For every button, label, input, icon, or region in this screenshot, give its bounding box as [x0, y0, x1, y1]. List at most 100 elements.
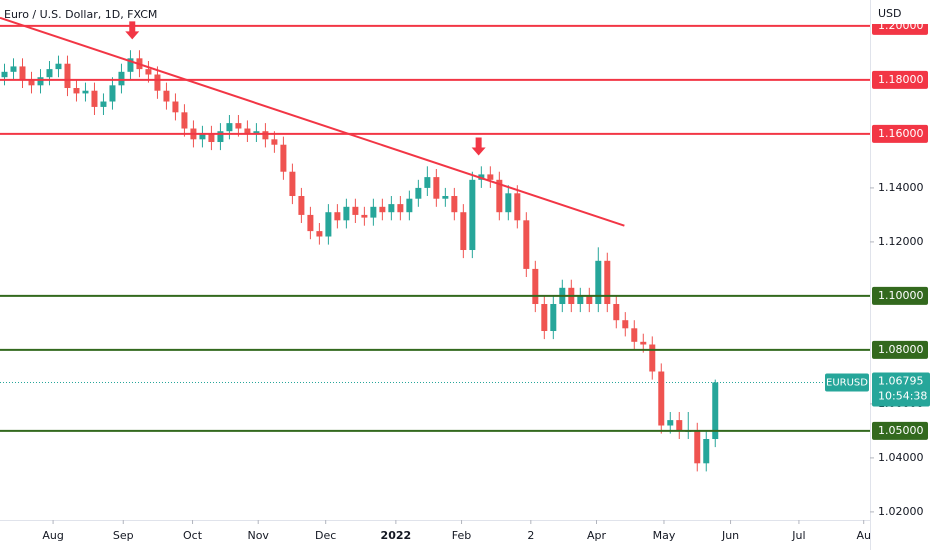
candle-body	[109, 85, 116, 102]
x-tick-label: Aug	[42, 529, 63, 542]
candle-body	[622, 320, 629, 329]
candle-body	[163, 90, 170, 102]
candle-body	[217, 131, 224, 143]
x-tick-label: Oct	[183, 529, 203, 542]
candle-body	[199, 133, 206, 140]
level-label: 1.18000	[878, 73, 924, 86]
candle-body	[532, 268, 539, 305]
candle-body	[271, 139, 278, 145]
last-price-label: 1.06795	[878, 374, 924, 387]
candle-body	[658, 371, 665, 426]
candle-body	[334, 212, 341, 221]
candle-body	[586, 295, 593, 305]
candle-body	[73, 88, 80, 94]
y-tick-label: 1.04000	[878, 451, 924, 464]
currency-box	[871, 0, 932, 24]
candle-body	[10, 66, 17, 72]
candle-body	[541, 304, 548, 332]
candle-body	[181, 112, 188, 129]
candle-body	[244, 128, 251, 134]
candle-body	[595, 260, 602, 305]
last-price-box	[872, 372, 930, 407]
candle-body	[397, 204, 404, 213]
x-tick-label: 2022	[381, 529, 412, 542]
x-tick-label: Jun	[721, 529, 739, 542]
candle-body	[703, 439, 710, 464]
candle-body	[604, 260, 611, 305]
candle-body	[370, 206, 377, 218]
symbol-label-box	[825, 373, 869, 392]
x-tick-label: Dec	[315, 529, 336, 542]
candle-body	[676, 420, 683, 431]
candle-body	[343, 206, 350, 221]
x-tick-label: Sep	[113, 529, 134, 542]
candle-body	[118, 71, 125, 86]
candle-body	[505, 193, 512, 213]
candle-body	[19, 66, 26, 80]
x-tick-label: Au	[856, 529, 871, 542]
candle-body	[316, 231, 323, 237]
level-label: 1.10000	[878, 289, 924, 302]
symbol-label: EURUSD	[826, 377, 868, 388]
candle-body	[712, 382, 719, 440]
candle-body	[523, 220, 530, 269]
level-label-box	[872, 421, 928, 440]
level-label-box	[872, 286, 928, 305]
candle-body	[82, 90, 89, 94]
candle-body	[388, 204, 395, 213]
candle-body	[406, 198, 413, 213]
candle-body	[514, 193, 521, 221]
candle-body	[433, 177, 440, 199]
candle-body	[55, 63, 62, 70]
x-tick-label: 2	[527, 529, 534, 542]
candle-body	[253, 131, 260, 134]
candle-body	[469, 179, 476, 251]
candle-body	[415, 187, 422, 199]
x-tick-label: Nov	[247, 529, 269, 542]
candle-body	[649, 344, 656, 372]
countdown-label: 10:54:38	[878, 389, 927, 402]
candle-body	[667, 420, 674, 426]
candle-body	[640, 341, 647, 345]
candle-body	[442, 196, 449, 199]
candle-body	[694, 430, 701, 464]
candle-body	[91, 90, 98, 107]
candle-body	[280, 144, 287, 172]
candle-body	[226, 123, 233, 132]
x-tick-label: Jul	[791, 529, 805, 542]
candle-body	[46, 69, 53, 78]
level-label: 1.08000	[878, 343, 924, 356]
candle-body	[37, 77, 44, 86]
candle-body	[325, 212, 332, 237]
trendline	[0, 16, 625, 227]
candle-body	[28, 79, 35, 86]
candle-body	[550, 304, 557, 332]
candle-body	[460, 212, 467, 251]
y-tick-label: 1.12000	[878, 235, 924, 248]
level-label: 1.16000	[878, 127, 924, 140]
x-tick-label: Apr	[587, 529, 607, 542]
candle-body	[127, 58, 134, 72]
candle-body	[64, 63, 71, 89]
y-tick-label: 1.02000	[878, 505, 924, 518]
chart-title: Euro / U.S. Dollar, 1D, FXCM	[4, 8, 157, 21]
level-label-box	[872, 70, 928, 89]
candle-body	[496, 179, 503, 213]
candle-body	[172, 101, 179, 113]
level-label-box	[872, 124, 928, 143]
candle-body	[424, 177, 431, 188]
candle-body	[631, 328, 638, 342]
level-label: 1.05000	[878, 424, 924, 437]
candle-body	[1, 71, 8, 78]
down-arrow	[471, 137, 486, 156]
candle-body	[145, 69, 152, 75]
candle-body	[487, 174, 494, 180]
candle-body	[298, 196, 305, 215]
currency-label: USD	[878, 7, 902, 20]
candle-body	[235, 123, 242, 129]
candle-body	[379, 206, 386, 213]
candle-body	[451, 196, 458, 213]
down-arrow	[125, 21, 140, 40]
